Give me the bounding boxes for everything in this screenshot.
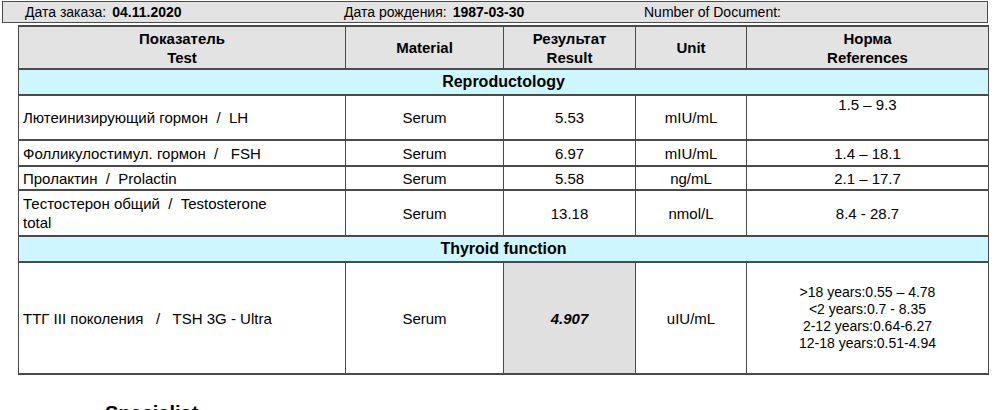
reference-range: 8.4 - 28.7 bbox=[747, 190, 989, 236]
test-name: Фолликулостимул. гормон / FSH bbox=[19, 140, 346, 166]
header-references-en: References bbox=[751, 48, 984, 67]
result-value: 13.18 bbox=[504, 190, 636, 236]
birth-date-label: Дата рождения: bbox=[344, 4, 447, 20]
birth-date-value: 1987-03-30 bbox=[453, 4, 525, 20]
unit-value: uIU/mL bbox=[636, 262, 747, 374]
section-title: Reproductology bbox=[19, 69, 989, 95]
reference-line: <2 years:0.7 - 8.35 bbox=[751, 301, 984, 318]
table-row-lh: Лютеинизирующий гормон / LH Serum 5.53 m… bbox=[19, 95, 989, 140]
birth-date: Дата рождения: 1987-03-30 bbox=[344, 2, 524, 22]
header-result: Результат Result bbox=[504, 26, 636, 69]
unit-value: ng/mL bbox=[636, 166, 747, 190]
document-number-label: Number of Document: bbox=[644, 4, 781, 20]
material-value: Serum bbox=[346, 95, 504, 140]
unit-value: mIU/mL bbox=[636, 95, 747, 140]
header-references-ru: Норма bbox=[751, 29, 984, 48]
test-name: ТТГ III поколения / TSH 3G - Ultra bbox=[19, 262, 346, 374]
header-unit: Unit bbox=[636, 26, 747, 69]
section-band-reproductology: Reproductology bbox=[19, 69, 989, 95]
table-row-prolactin: Пролактин / Prolactin Serum 5.58 ng/mL 2… bbox=[19, 166, 989, 190]
test-name: Пролактин / Prolactin bbox=[19, 166, 346, 190]
header-material: Material bbox=[346, 26, 504, 69]
reference-range: 1.5 – 9.3 bbox=[747, 95, 989, 140]
table-row-fsh: Фолликулостимул. гормон / FSH Serum 6.97… bbox=[19, 140, 989, 166]
order-date-value: 04.11.2020 bbox=[112, 4, 181, 20]
clipped-footer-text: Specialist bbox=[105, 403, 198, 410]
header-references: Норма References bbox=[747, 26, 989, 69]
test-name: Лютеинизирующий гормон / LH bbox=[19, 95, 346, 140]
header-test-ru: Показатель bbox=[23, 29, 341, 48]
result-value: 5.53 bbox=[504, 95, 636, 140]
result-value: 5.58 bbox=[504, 166, 636, 190]
header-result-ru: Результат bbox=[508, 29, 631, 48]
test-name: Тестостерон общий / Testosterone total bbox=[19, 190, 346, 236]
section-band-thyroid: Thyroid function bbox=[19, 236, 989, 262]
reference-range-multiline: >18 years:0.55 – 4.78 <2 years:0.7 - 8.3… bbox=[747, 262, 989, 374]
order-date: Дата заказа: 04.11.2020 bbox=[25, 2, 182, 22]
lab-results-table: Показатель Test Material Результат Resul… bbox=[18, 25, 989, 375]
reference-range: 2.1 – 17.7 bbox=[747, 166, 989, 190]
material-value: Serum bbox=[346, 262, 504, 374]
result-value: 6.97 bbox=[504, 140, 636, 166]
material-value: Serum bbox=[346, 166, 504, 190]
reference-line: >18 years:0.55 – 4.78 bbox=[751, 284, 984, 301]
material-value: Serum bbox=[346, 140, 504, 166]
header-test: Показатель Test bbox=[19, 26, 346, 69]
reference-line: 2-12 years:0.64-6.27 bbox=[751, 318, 984, 335]
table-row-testosterone: Тестостерон общий / Testosterone total S… bbox=[19, 190, 989, 236]
table-header-row: Показатель Test Material Результат Resul… bbox=[19, 26, 989, 69]
document-info-bar: Дата заказа: 04.11.2020 Дата рождения: 198… bbox=[2, 1, 988, 23]
header-result-en: Result bbox=[508, 48, 631, 67]
document-number: Number of Document: bbox=[644, 2, 781, 22]
section-title: Thyroid function bbox=[19, 236, 989, 262]
unit-value: mIU/mL bbox=[636, 140, 747, 166]
reference-line: 12-18 years:0.51-4.94 bbox=[751, 335, 984, 352]
table-row-tsh: ТТГ III поколения / TSH 3G - Ultra Serum… bbox=[19, 262, 989, 374]
header-test-en: Test bbox=[23, 48, 341, 67]
reference-range: 1.4 – 18.1 bbox=[747, 140, 989, 166]
order-date-label: Дата заказа: bbox=[25, 4, 106, 20]
unit-value: nmol/L bbox=[636, 190, 747, 236]
material-value: Serum bbox=[346, 190, 504, 236]
result-value-flagged: 4.907 bbox=[504, 262, 636, 374]
